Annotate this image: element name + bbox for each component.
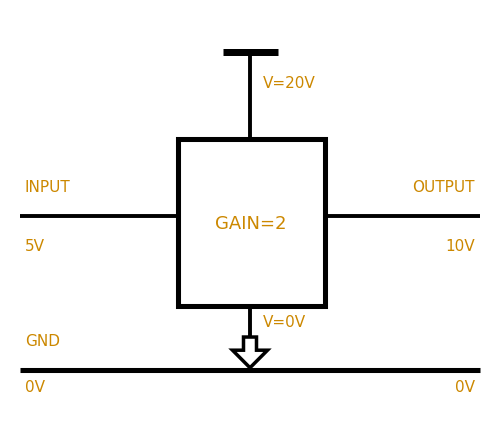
Text: V=20V: V=20V xyxy=(262,76,316,91)
Text: V=0V: V=0V xyxy=(262,314,306,329)
Text: GND: GND xyxy=(25,333,60,348)
Text: 0V: 0V xyxy=(25,379,45,394)
Text: 5V: 5V xyxy=(25,239,45,254)
Text: GAIN=2: GAIN=2 xyxy=(216,214,287,233)
Text: OUTPUT: OUTPUT xyxy=(412,180,475,195)
Bar xyxy=(178,140,325,307)
Text: 10V: 10V xyxy=(446,239,475,254)
Polygon shape xyxy=(232,337,268,368)
Text: 0V: 0V xyxy=(455,379,475,394)
Text: INPUT: INPUT xyxy=(25,180,71,195)
